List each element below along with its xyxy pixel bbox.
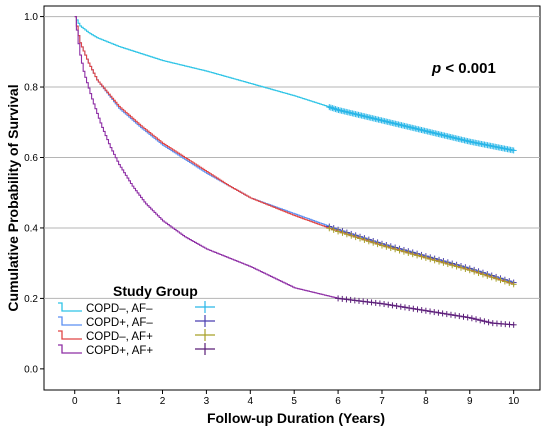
legend-label: COPD+, AF+ [86,345,153,357]
x-tick-label: 9 [467,396,473,407]
plot-area [43,5,541,391]
legend-swatch [58,344,82,354]
x-tick-label: 7 [379,396,385,407]
x-tick-label: 6 [335,396,341,407]
legend-swatch [58,330,82,340]
legend-label: COPD–, AF+ [86,331,153,343]
y-tick-label: 1.0 [24,12,38,23]
y-tick-label: 0.0 [24,364,38,375]
x-tick-label: 5 [291,396,297,407]
x-tick-label: 4 [248,396,254,407]
x-tick-label: 2 [160,396,166,407]
p-text: < 0.001 [441,60,496,77]
legend-label: COPD+, AF– [86,317,153,329]
x-tick-label: 8 [423,396,429,407]
p-value-annotation: p < 0.001 [431,60,496,77]
x-axis-title: Follow-up Duration (Years) [207,410,385,426]
legend: Study Group COPD–, AF– COPD+, AF– COPD–, A… [58,283,215,357]
y-tick-label: 0.4 [24,223,38,234]
y-tick-label: 0.6 [24,153,38,164]
p-symbol: p [431,60,441,77]
legend-title: Study Group [113,283,198,299]
legend-label: COPD–, AF– [86,303,153,315]
censor-layer [326,104,517,328]
y-axis-title: Cumulative Probability of Survival [5,84,21,311]
y-tick-label: 0.2 [24,294,38,305]
x-tick-label: 1 [116,396,122,407]
legend-swatch [58,316,82,326]
y-tick-label: 0.8 [24,83,38,94]
x-tick-label: 3 [204,396,210,407]
x-axis: 0 1 2 3 4 5 6 7 8 9 10 [72,390,520,407]
y-axis: 0.0 0.2 0.4 0.6 0.8 1.0 [24,12,44,375]
x-tick-label: 0 [72,396,78,407]
x-tick-label: 10 [508,396,520,407]
legend-swatch [58,302,82,312]
grid-lines [44,16,540,299]
